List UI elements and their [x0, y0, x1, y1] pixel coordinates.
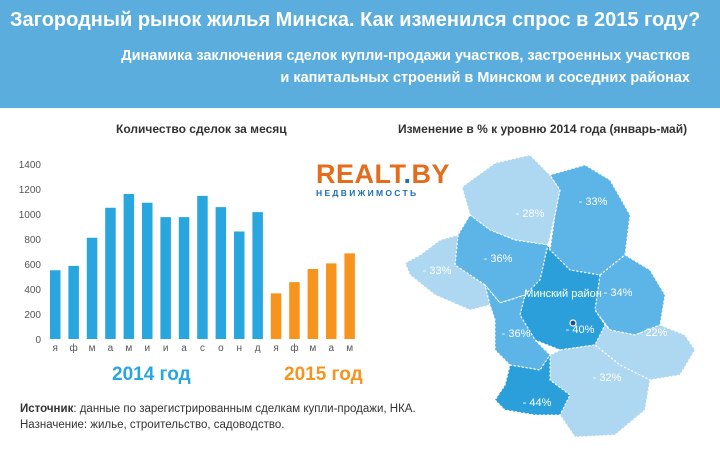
region-north-east — [549, 164, 631, 276]
region-label: - 34% — [604, 287, 633, 299]
x-tick-label: д — [255, 343, 261, 354]
region-label: - 32% — [593, 372, 622, 384]
bar-2015 — [326, 263, 337, 339]
bar-2015 — [344, 253, 355, 339]
bar-2014 — [68, 265, 79, 339]
region-minsk-district — [519, 242, 606, 351]
bar-2014 — [252, 212, 263, 339]
region-label: - 28% — [516, 208, 545, 220]
year-label-2015: 2015 год — [284, 364, 363, 385]
bar-2015 — [270, 293, 282, 339]
bar-2014 — [215, 207, 227, 339]
region-label: - 40% — [566, 324, 595, 336]
x-tick-label: я — [273, 343, 278, 354]
bar-2014 — [197, 195, 208, 339]
bar-2014 — [160, 217, 171, 339]
y-tick-label: 400 — [24, 285, 41, 296]
x-tick-label: м — [125, 343, 132, 354]
bar-2014 — [234, 231, 245, 339]
y-tick-label: 1400 — [19, 160, 42, 171]
y-tick-label: 1200 — [19, 185, 42, 196]
x-tick-label: а — [181, 343, 187, 354]
x-tick-label: ф — [70, 342, 78, 354]
x-tick-label: а — [328, 343, 334, 354]
region-south-east — [594, 323, 696, 381]
bar-2014 — [178, 217, 190, 339]
y-tick-label: 800 — [24, 235, 41, 246]
bar-2014 — [50, 270, 61, 339]
bar-2014 — [86, 237, 98, 339]
region-south-minsk — [494, 353, 571, 416]
y-tick-label: 0 — [35, 335, 41, 346]
x-tick-label: о — [218, 343, 224, 354]
x-tick-label: м — [89, 343, 96, 354]
realt-by-logo: REALT.BY НЕДВИЖИМОСТЬ — [316, 159, 451, 198]
region-map: - 28% - 33% - 36% - 33% - 34% Минский ра… — [404, 154, 696, 438]
subtitle-line-1: Динамика заключения сделок купли-продажи… — [121, 48, 690, 64]
map-title: Изменение в % к уровню 2014 года (январь… — [398, 122, 688, 136]
x-tick-label: и — [163, 343, 169, 354]
purpose-text: Назначение: жилье, строительство, садово… — [20, 419, 285, 431]
x-tick-label: н — [236, 343, 242, 354]
region-far-west — [404, 234, 491, 311]
bar-2014 — [123, 194, 135, 339]
y-tick-label: 200 — [24, 310, 41, 321]
bar-chart-title: Количество сделок за месяц — [116, 122, 287, 136]
region-label: - 33% — [423, 265, 452, 277]
bar-2015 — [289, 282, 300, 339]
region-label: - 44% — [523, 397, 552, 409]
minsk-city-marker — [569, 319, 577, 327]
y-tick-label: 1000 — [19, 210, 42, 221]
x-tick-label: с — [200, 343, 205, 354]
x-tick-label: ф — [290, 342, 298, 354]
header-banner: Загородный рынок жилья Минска. Как измен… — [0, 0, 720, 108]
footer-note: Источник: данные по зарегистрированным с… — [20, 401, 416, 433]
region-label: - 36% — [502, 328, 531, 340]
logo-tagline: НЕДВИЖИМОСТЬ — [316, 188, 419, 198]
year-label-2014: 2014 год — [112, 364, 191, 385]
page-title: Загородный рынок жилья Минска. Как измен… — [10, 9, 701, 31]
region-west-inner — [454, 214, 549, 304]
region-label: - 36% — [484, 253, 513, 265]
source-label: Источник — [20, 403, 74, 415]
x-tick-label: м — [346, 343, 353, 354]
bar-2015 — [307, 269, 319, 339]
x-tick-label: а — [108, 343, 114, 354]
y-tick-label: 600 — [24, 260, 41, 271]
x-tick-label: и — [144, 343, 150, 354]
subtitle-line-2: и капитальных строений в Минском и сосед… — [280, 70, 690, 86]
region-label: - 33% — [579, 196, 608, 208]
x-tick-label: я — [53, 343, 58, 354]
source-text: : данные по зарегистрированным сделкам к… — [73, 403, 416, 415]
bar-2014 — [142, 202, 153, 339]
region-label: Минский район — [524, 288, 602, 300]
x-tick-label: м — [309, 343, 316, 354]
bar-2014 — [105, 207, 116, 339]
region-label: - 22% — [639, 327, 668, 339]
